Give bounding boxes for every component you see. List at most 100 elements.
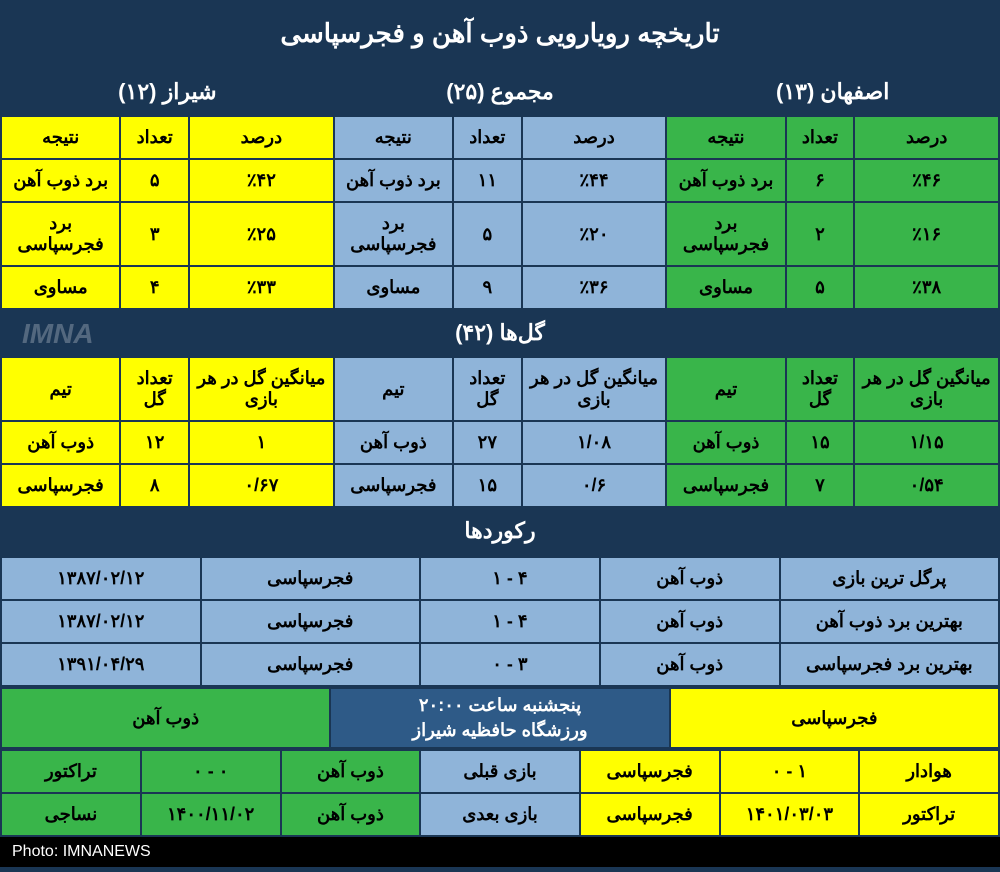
col-avg: میانگین گل در هر بازی <box>855 358 998 420</box>
col-result: نتیجه <box>335 117 452 158</box>
col-team: تیم <box>667 358 784 420</box>
cell: برد فجرسپاسی <box>667 203 784 265</box>
record-score: ۴ - ۱ <box>421 558 599 599</box>
col-gcount: تعداد گل <box>787 358 854 420</box>
prev-label: بازی قبلی <box>421 751 578 792</box>
cell: ۱ - ۰ <box>721 751 859 792</box>
cell: ذوب آهن <box>2 422 119 463</box>
col-count: تعداد <box>454 117 521 158</box>
col-result: نتیجه <box>2 117 119 158</box>
cell: تراکتور <box>860 794 998 835</box>
cell: ۸ <box>121 465 188 506</box>
cell: ذوب آهن <box>335 422 452 463</box>
total-header: مجموع (۲۵) <box>335 69 666 115</box>
cell: ۰/۶ <box>523 465 666 506</box>
cell: ۴ <box>121 267 188 308</box>
match-time: پنجشنبه ساعت ۲۰:۰۰ <box>331 693 668 718</box>
shiraz-header: شیراز (۱۲) <box>2 69 333 115</box>
cell: فجرسپاسی <box>335 465 452 506</box>
cell: برد ذوب آهن <box>667 160 784 201</box>
cell: مساوی <box>2 267 119 308</box>
match-time-venue: پنجشنبه ساعت ۲۰:۰۰ ورزشگاه حافظیه شیراز <box>331 689 668 747</box>
cell: ۱۴۰۰/۱۱/۰۲ <box>142 794 280 835</box>
col-percent: درصد <box>523 117 666 158</box>
record-team1: ذوب آهن <box>601 644 779 685</box>
cell: ۵ <box>454 203 521 265</box>
match-venue: ورزشگاه حافظیه شیراز <box>331 718 668 743</box>
infographic-root: تاریخچه رویارویی ذوب آهن و فجرسپاسی اصفه… <box>0 0 1000 867</box>
next-label: بازی بعدی <box>421 794 578 835</box>
record-team1: ذوب آهن <box>601 558 779 599</box>
col-percent: درصد <box>855 117 998 158</box>
cell: فجرسپاسی <box>581 794 719 835</box>
record-label: بهترین برد ذوب آهن <box>781 601 998 642</box>
cell: ذوب آهن <box>282 751 420 792</box>
cell: ۵ <box>121 160 188 201</box>
cell: ۲ <box>787 203 854 265</box>
cell: ٪۲۵ <box>190 203 333 265</box>
cell: ۱/۰۸ <box>523 422 666 463</box>
cell: ۶ <box>787 160 854 201</box>
record-date: ۱۳۸۷/۰۲/۱۲ <box>2 558 200 599</box>
cell: ۰/۵۴ <box>855 465 998 506</box>
cell: ۱/۱۵ <box>855 422 998 463</box>
col-avg: میانگین گل در هر بازی <box>523 358 666 420</box>
cell: ۳ <box>121 203 188 265</box>
results-table: اصفهان (۱۳) مجموع (۲۵) شیراز (۱۲) درصد ت… <box>0 67 1000 556</box>
col-team: تیم <box>335 358 452 420</box>
cell: ۱۴۰۱/۰۳/۰۳ <box>721 794 859 835</box>
cell: ۱۱ <box>454 160 521 201</box>
cell: ۱ <box>190 422 333 463</box>
cell: فجرسپاسی <box>667 465 784 506</box>
col-count: تعداد <box>787 117 854 158</box>
cell: برد ذوب آهن <box>2 160 119 201</box>
record-date: ۱۳۹۱/۰۴/۲۹ <box>2 644 200 685</box>
cell: ۲۷ <box>454 422 521 463</box>
record-score: ۳ - ۰ <box>421 644 599 685</box>
cell: ٪۱۶ <box>855 203 998 265</box>
cell: ٪۳۸ <box>855 267 998 308</box>
main-title: تاریخچه رویارویی ذوب آهن و فجرسپاسی <box>0 0 1000 67</box>
record-team2: فجرسپاسی <box>202 644 419 685</box>
cell: ۱۲ <box>121 422 188 463</box>
cell: برد فجرسپاسی <box>2 203 119 265</box>
cell: فجرسپاسی <box>2 465 119 506</box>
record-label: بهترین برد فجرسپاسی <box>781 644 998 685</box>
cell: فجرسپاسی <box>581 751 719 792</box>
record-score: ۴ - ۱ <box>421 601 599 642</box>
cell: ۵ <box>787 267 854 308</box>
cell: نساجی <box>2 794 140 835</box>
goals-header: گل‌ها (۴۲) <box>2 310 998 356</box>
records-header: رکوردها <box>2 508 998 554</box>
cell: ۰/۶۷ <box>190 465 333 506</box>
col-percent: درصد <box>190 117 333 158</box>
cell: مساوی <box>667 267 784 308</box>
cell: ۰ - ۰ <box>142 751 280 792</box>
cell: برد فجرسپاسی <box>335 203 452 265</box>
cell: ۹ <box>454 267 521 308</box>
col-team: تیم <box>2 358 119 420</box>
cell: ۱۵ <box>787 422 854 463</box>
cell: ٪۳۳ <box>190 267 333 308</box>
cell: ٪۲۰ <box>523 203 666 265</box>
record-team2: فجرسپاسی <box>202 558 419 599</box>
cell: ٪۴۶ <box>855 160 998 201</box>
cell: ٪۴۲ <box>190 160 333 201</box>
cell: ذوب آهن <box>282 794 420 835</box>
col-result: نتیجه <box>667 117 784 158</box>
col-gcount: تعداد گل <box>454 358 521 420</box>
cell: ۷ <box>787 465 854 506</box>
records-table: پرگل ترین بازی ذوب آهن ۴ - ۱ فجرسپاسی ۱۳… <box>0 556 1000 687</box>
record-team1: ذوب آهن <box>601 601 779 642</box>
cell: برد ذوب آهن <box>335 160 452 201</box>
cell: ٪۳۶ <box>523 267 666 308</box>
record-label: پرگل ترین بازی <box>781 558 998 599</box>
col-count: تعداد <box>121 117 188 158</box>
cell: تراکتور <box>2 751 140 792</box>
prev-next-table: هوادار ۱ - ۰ فجرسپاسی بازی قبلی ذوب آهن … <box>0 749 1000 837</box>
cell: ذوب آهن <box>667 422 784 463</box>
cell: ۱۵ <box>454 465 521 506</box>
match-away: ذوب آهن <box>2 689 329 747</box>
cell: مساوی <box>335 267 452 308</box>
match-home: فجرسپاسی <box>671 689 998 747</box>
